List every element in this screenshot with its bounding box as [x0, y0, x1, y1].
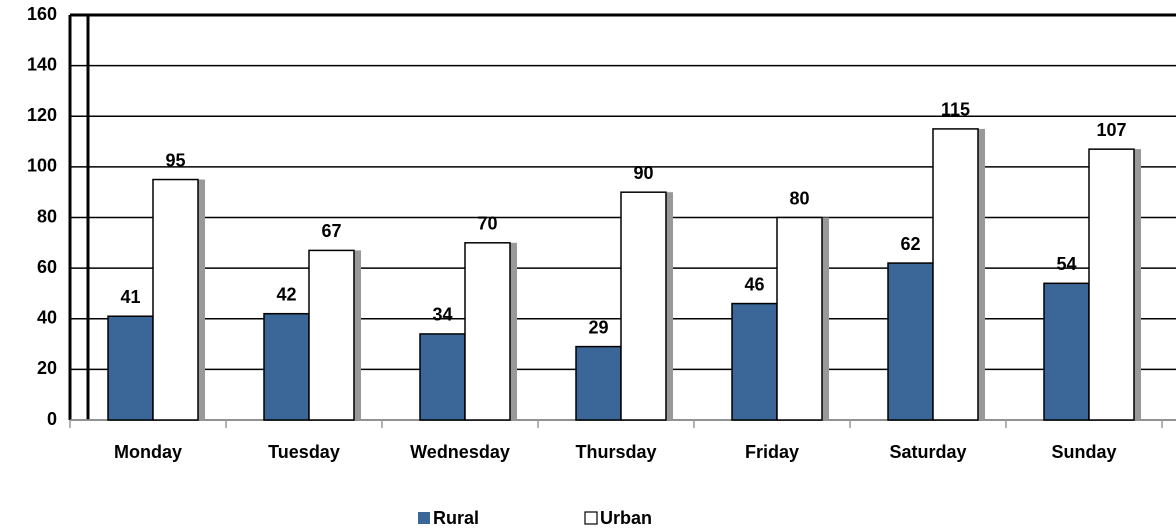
y-tick-label: 80	[37, 206, 57, 226]
bar-shadow	[666, 192, 673, 420]
data-label: 67	[321, 221, 341, 241]
data-label: 90	[633, 163, 653, 183]
x-tick-label: Tuesday	[268, 442, 340, 462]
y-tick-label: 0	[47, 409, 57, 429]
data-label: 95	[165, 150, 185, 170]
y-tick-label: 160	[27, 4, 57, 24]
legend-swatch	[584, 511, 598, 525]
data-label: 46	[744, 274, 764, 294]
bar	[932, 128, 979, 421]
data-label: 34	[432, 305, 452, 325]
bar	[419, 333, 466, 421]
bar	[152, 178, 199, 421]
x-tick-label: Sunday	[1051, 442, 1116, 462]
bar-shadow	[354, 250, 361, 420]
legend-label: Rural	[433, 508, 479, 528]
data-label: 115	[941, 100, 970, 120]
data-label: 70	[477, 214, 497, 234]
bar	[620, 191, 667, 421]
bar-shadow	[1134, 149, 1141, 420]
y-tick-label: 100	[27, 156, 57, 176]
bar	[731, 302, 778, 421]
x-tick-label: Thursday	[575, 442, 656, 462]
y-tick-label: 60	[37, 257, 57, 277]
x-tick-label: Saturday	[889, 442, 966, 462]
data-label: 62	[900, 234, 920, 254]
bar	[1088, 148, 1135, 421]
x-tick-label: Friday	[745, 442, 799, 462]
bar	[1043, 282, 1090, 421]
bar	[575, 345, 622, 421]
bar	[776, 216, 823, 421]
y-tick-label: 40	[37, 308, 57, 328]
y-tick-label: 120	[27, 105, 57, 125]
bar-shadow	[822, 217, 829, 420]
data-label: 42	[276, 284, 296, 304]
bar-shadow	[510, 242, 517, 420]
bar	[887, 262, 934, 421]
y-tick-label: 140	[27, 54, 57, 74]
bar-shadow	[198, 179, 205, 420]
data-label: 80	[789, 188, 809, 208]
bar	[263, 312, 310, 421]
data-label: 54	[1056, 254, 1076, 274]
legend-label: Urban	[600, 508, 652, 528]
x-tick-label: Wednesday	[410, 442, 510, 462]
data-label: 29	[588, 317, 608, 337]
bar	[107, 315, 154, 421]
legend-swatch	[418, 512, 430, 524]
data-label: 107	[1096, 120, 1126, 140]
x-tick-label: Monday	[114, 442, 182, 462]
bar	[464, 242, 511, 421]
y-tick-label: 20	[37, 358, 57, 378]
data-label: 41	[120, 287, 140, 307]
bar-shadow	[978, 128, 985, 420]
bar	[308, 249, 355, 421]
